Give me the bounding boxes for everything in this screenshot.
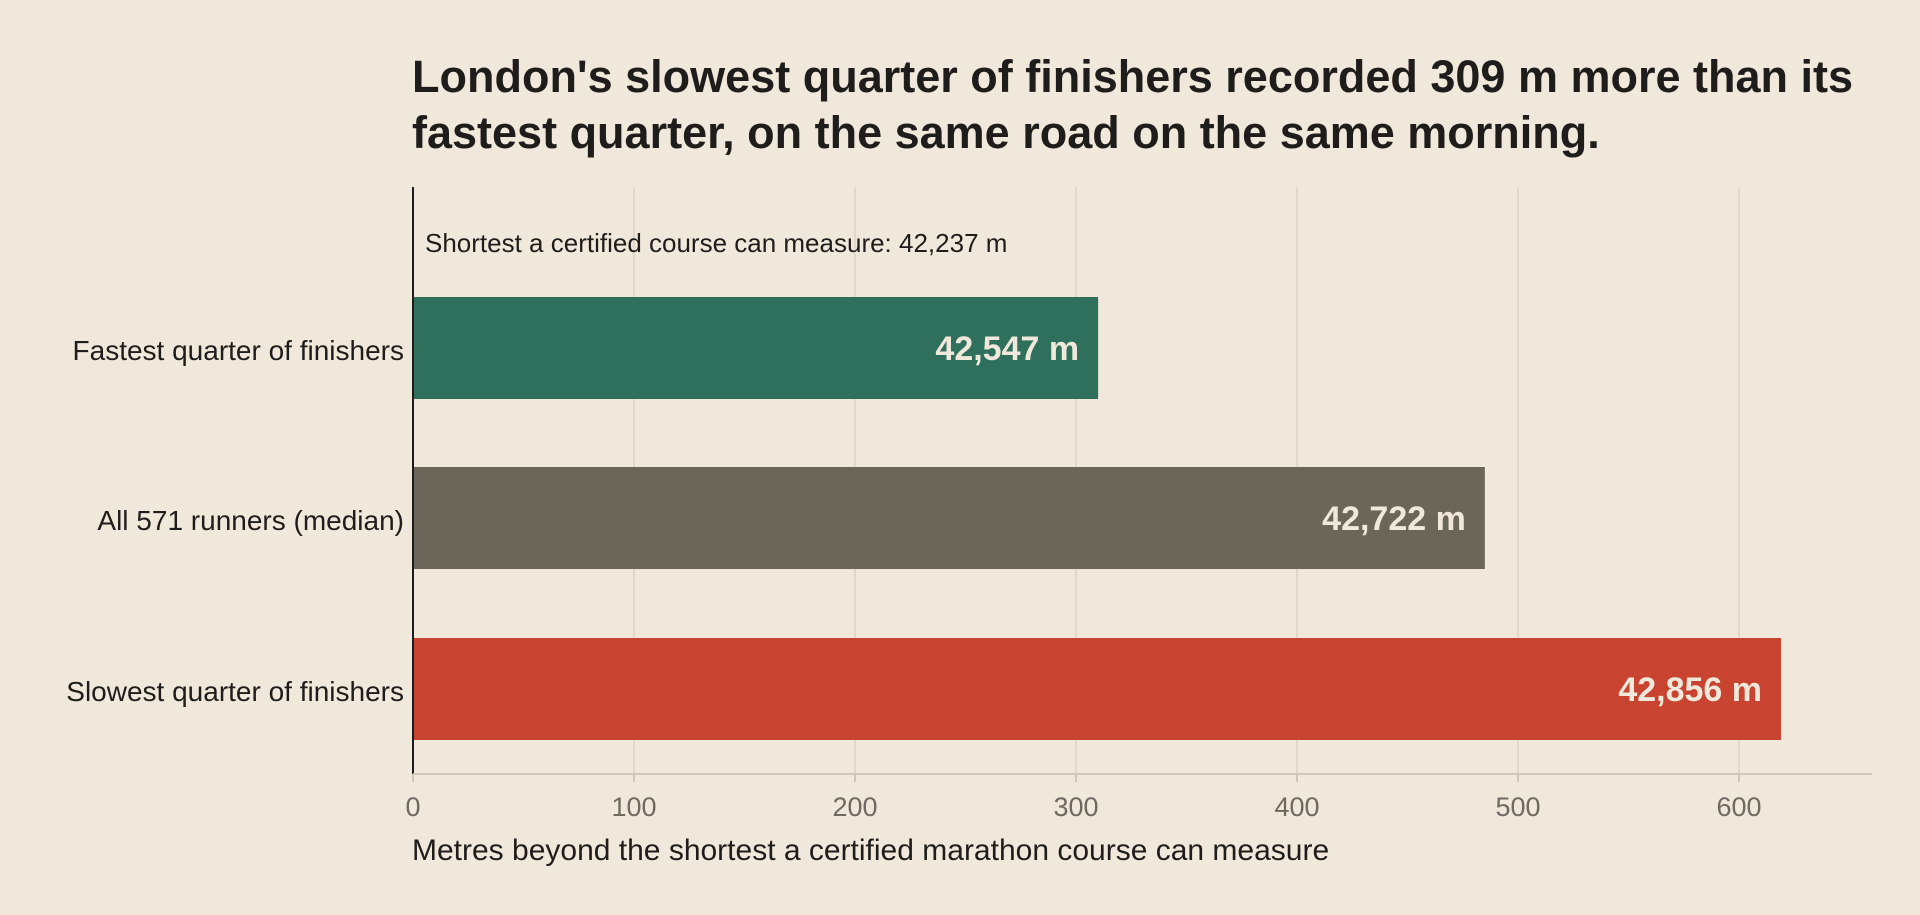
x-tick-label: 600 <box>1716 792 1761 822</box>
x-tick-label: 500 <box>1495 792 1540 822</box>
x-tick-label: 0 <box>405 792 420 822</box>
category-label: Fastest quarter of finishers <box>73 335 404 366</box>
bar-value-label: 42,547 m <box>935 330 1079 368</box>
bar-value-label: 42,722 m <box>1322 500 1466 538</box>
x-tick-label: 400 <box>1274 792 1319 822</box>
bar <box>413 297 1099 399</box>
baseline-annotation: Shortest a certified course can measure:… <box>425 228 1007 258</box>
x-tick-label: 300 <box>1053 792 1098 822</box>
chart-title-line-1: London's slowest quarter of finishers re… <box>412 51 1853 102</box>
x-tick-label: 200 <box>832 792 877 822</box>
category-label: Slowest quarter of finishers <box>66 676 404 707</box>
bar-value-label: 42,856 m <box>1618 671 1762 709</box>
bar <box>413 638 1781 740</box>
bars: 42,547 m Fastest quarter of finishers 42,7… <box>66 297 1781 740</box>
chart-title-line-2: fastest quarter, on the same road on the… <box>412 107 1600 158</box>
x-tick-label: 100 <box>611 792 656 822</box>
x-ticks: 0 100 200 300 400 500 600 <box>405 774 1762 822</box>
bar <box>413 467 1485 569</box>
category-label: All 571 runners (median) <box>97 505 404 536</box>
x-axis-title: Metres beyond the shortest a certified m… <box>412 834 1329 867</box>
